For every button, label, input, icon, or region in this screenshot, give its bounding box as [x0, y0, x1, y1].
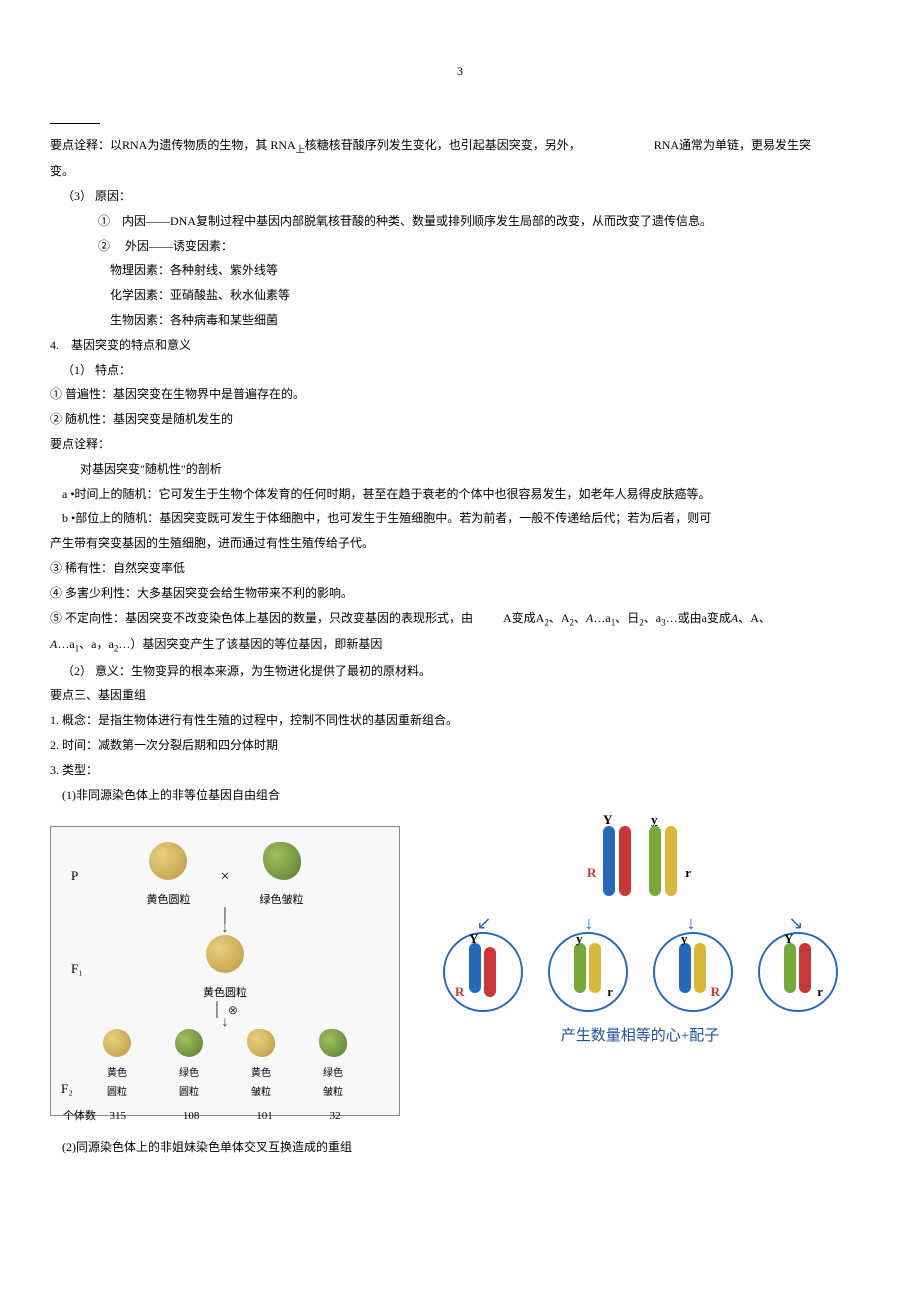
para-1: 要点诠释：以RNA为遗传物质的生物，其 RNA上核糖核苷酸序列发生变化，也引起基… [50, 134, 870, 158]
label-f1: F₁ [71, 957, 83, 982]
s3-1: ① 内因——DNA复制过程中基因内部脱氧核苷酸的种类、数量或排列顺序发生局部的改… [50, 210, 870, 233]
label-f1-yr: 黄色圆粒 [203, 983, 247, 1004]
s3-2c: 生物因素：各种病毒和某些细菌 [50, 309, 870, 332]
pea-green-wrinkled [263, 842, 301, 880]
s4-1: （1） 特点： [50, 359, 870, 382]
ydqs-b2: 产生带有突变基因的生殖细胞，进而通过有性生殖传给子代。 [50, 532, 870, 555]
label-f2: F₂ [61, 1077, 73, 1102]
yd3-1: 1. 概念：是指生物体进行有性生殖的过程中，控制不同性状的基因重新组合。 [50, 709, 870, 732]
label-gw: 绿色皱粒 [260, 890, 304, 911]
pea-yellow-round [149, 842, 187, 880]
s4-1-4: ④ 多害少利性：大多基因突变会给生物带来不利的影响。 [50, 582, 870, 605]
section-3-title: （3） 原因： [50, 185, 870, 208]
count-row: 个体数 315 108 101 32 [61, 1106, 389, 1127]
yd3-3: 3. 类型： [50, 759, 870, 782]
s4-1-5: ⑤ 不定向性：基因突变不改变染色体上基因的数量，只改变基因的表现形式，由A变成A… [50, 607, 870, 631]
label-yr: 黄色圆粒 [146, 890, 190, 911]
f2-gw: 绿色 皱粒 [319, 1029, 347, 1102]
ydqs-b: b •部位上的随机：基因突变既可发生于体细胞中，也可发生于生殖细胞中。若为前者，… [50, 507, 870, 530]
yd3-2: 2. 时间：减数第一次分裂后期和四分体时期 [50, 734, 870, 757]
gamete-3: y R [653, 932, 733, 1012]
s4-2: （2） 意义：生物变异的根本来源，为生物进化提供了最初的原材料。 [50, 660, 870, 683]
s4-1-3: ③ 稀有性：自然突变率低 [50, 557, 870, 580]
label-p: P [71, 864, 78, 889]
arrow-icon: │↓ [61, 911, 389, 935]
f2-yw: 黄色 皱粒 [247, 1029, 275, 1102]
para-2: 变。 [50, 160, 870, 183]
ydqs-t: 对基因突变"随机性"的剖析 [50, 458, 870, 481]
page-number: 3 [50, 60, 870, 83]
s3-2: ② 外因——诱变因素： [50, 235, 870, 258]
yd3-3-1: (1)非同源染色体上的非等位基因自由组合 [50, 784, 870, 807]
s4-1-6: A…a1、a，a2…）基因突变产生了该基因的等位基因，即新基因 [50, 633, 870, 657]
cross-icon: × [220, 862, 229, 892]
s4-1-2: ② 随机性：基因突变是随机发生的 [50, 408, 870, 431]
ydqs: 要点诠释： [50, 433, 870, 456]
yd3-3-2: (2)同源染色体上的非姐妹染色单体交叉互换造成的重组 [50, 1136, 870, 1159]
s3-2a: 物理因素：各种射线、紫外线等 [50, 259, 870, 282]
yd3: 要点三、基因重组 [50, 684, 870, 707]
underline [50, 123, 100, 124]
figure-chromosome-diagram: Y R y r ↙↓↓↘ YR y [430, 826, 850, 1116]
section-4-title: 4. 基因突变的特点和意义 [50, 334, 870, 357]
ydqs-a: a •时间上的随机：它可发生于生物个体发育的任何时期，甚至在趋于衰老的个体中也很… [50, 483, 870, 506]
arrow-icon: │⊗↓ [61, 1004, 389, 1029]
pea-f1 [206, 935, 244, 973]
f2-yr: 黄色 圆粒 [103, 1029, 131, 1102]
gamete-4: Y r [758, 932, 838, 1012]
s3-2b: 化学因素：亚硝酸盐、秋水仙素等 [50, 284, 870, 307]
s4-1-1: ① 普遍性：基因突变在生物界中是普遍存在的。 [50, 383, 870, 406]
f2-gr: 绿色 圆粒 [175, 1029, 203, 1102]
figure-cross-diagram: P 黄色圆粒 × 绿色皱粒 │↓ F₁ 黄色圆粒 │⊗↓ F₂ 黄色 圆粒 绿色… [50, 826, 400, 1116]
figure-caption: 产生数量相等的心+配子 [430, 1022, 850, 1051]
gamete-2: y r [548, 932, 628, 1012]
gamete-1: YR [443, 932, 523, 1012]
figures-row: P 黄色圆粒 × 绿色皱粒 │↓ F₁ 黄色圆粒 │⊗↓ F₂ 黄色 圆粒 绿色… [50, 826, 870, 1116]
